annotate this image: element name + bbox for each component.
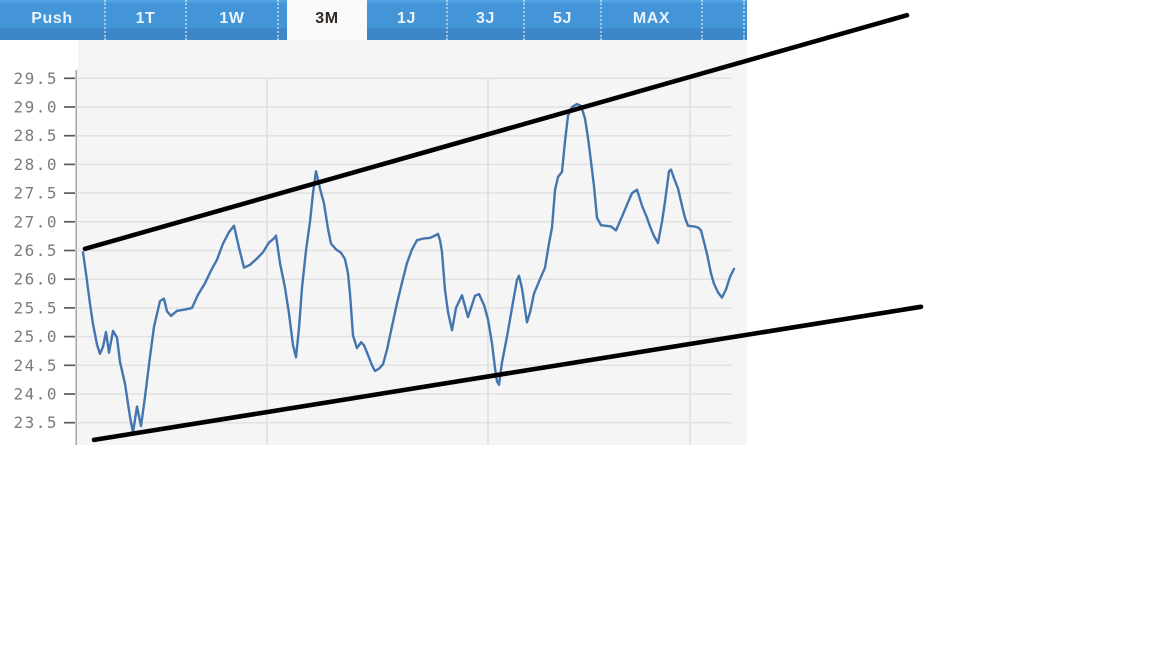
y-axis-label: 25.0 xyxy=(13,327,58,346)
lower-channel-trendline xyxy=(91,304,924,443)
tab-push[interactable]: Push xyxy=(0,0,106,40)
toolbar-filler xyxy=(703,0,745,40)
toolbar-spacer xyxy=(279,0,287,40)
y-axis-label: 29.0 xyxy=(13,98,58,117)
y-axis-label: 23.5 xyxy=(13,413,58,432)
tab-1w[interactable]: 1W xyxy=(187,0,279,40)
y-axis-label: 24.5 xyxy=(13,356,58,375)
y-axis-label: 26.5 xyxy=(13,241,58,260)
y-axis-label: 28.5 xyxy=(13,126,58,145)
tab-max[interactable]: MAX xyxy=(602,0,703,40)
period-toolbar: Push 1T 1W 3M 1J 3J 5J MAX xyxy=(0,0,747,40)
plot-background xyxy=(78,40,747,445)
y-axis-label: 27.5 xyxy=(13,184,58,203)
y-axis-label: 24.0 xyxy=(13,385,58,404)
tab-3m[interactable]: 3M xyxy=(287,0,367,40)
y-axis-label: 26.0 xyxy=(13,270,58,289)
y-axis-label: 29.5 xyxy=(13,69,58,88)
y-axis-label: 27.0 xyxy=(13,212,58,231)
tab-1j[interactable]: 1J xyxy=(367,0,448,40)
y-axis-label: 28.0 xyxy=(13,155,58,174)
tab-3j[interactable]: 3J xyxy=(448,0,525,40)
price-line xyxy=(81,102,736,434)
tab-5j[interactable]: 5J xyxy=(525,0,602,40)
tab-1t[interactable]: 1T xyxy=(106,0,187,40)
upper-channel-trendline xyxy=(82,12,910,252)
y-axis-label: 25.5 xyxy=(13,298,58,317)
